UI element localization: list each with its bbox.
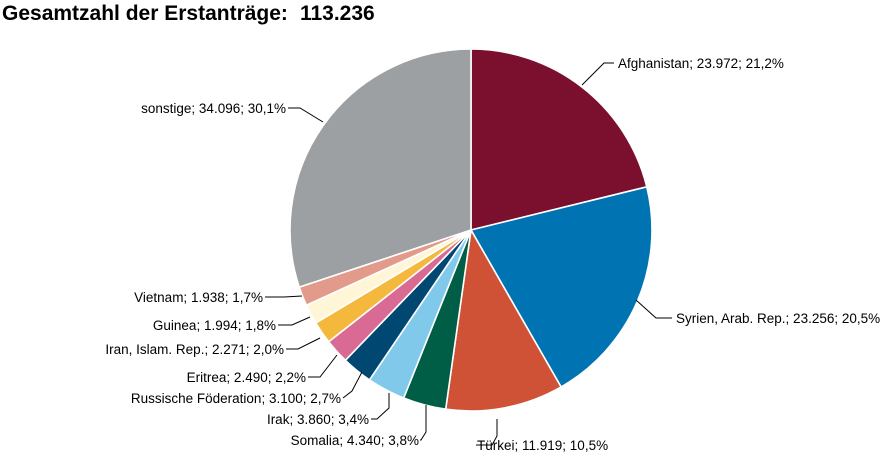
- slice-label-somalia: Somalia; 4.340; 3,8%: [291, 433, 419, 448]
- slice-label-eritrea: Eritrea; 2.490; 2,2%: [187, 370, 306, 385]
- pie-slice-afghanistan: [470, 48, 648, 231]
- leader-line-afghanistan: [581, 62, 614, 86]
- leader-line-russische-foderation: [342, 371, 363, 399]
- pie-slices: [289, 48, 653, 412]
- leader-line-sonstige: [288, 107, 324, 123]
- slice-label-afghanistan: Afghanistan; 23.972; 21,2%: [618, 56, 784, 71]
- slice-label-guinea: Guinea; 1.994; 1,8%: [153, 318, 276, 333]
- slice-label-sonstige: sonstige; 34.096; 30,1%: [141, 101, 286, 116]
- leader-line-syrien-arab-rep: [635, 299, 672, 319]
- leader-line-turkei: [476, 419, 498, 446]
- leader-line-iran-islam-rep: [286, 337, 321, 350]
- leader-lines: [265, 62, 672, 446]
- slice-labels: Afghanistan; 23.972; 21,2% Syrien, Arab. …: [105, 56, 880, 453]
- chart-title-text: Gesamtzahl der Erstanträge:: [2, 2, 288, 25]
- chart-title: Gesamtzahl der Erstanträge: 113.236: [2, 2, 375, 26]
- slice-label-russische-foderation: Russische Föderation; 3.100; 2,7%: [131, 391, 341, 406]
- pie-slice-turkei: [444, 229, 562, 412]
- leader-line-vietnam: [265, 295, 303, 298]
- slice-label-irak: Irak; 3.860; 3,4%: [267, 412, 369, 427]
- slice-label-vietnam: Vietnam; 1.938; 1,7%: [134, 290, 263, 305]
- leader-line-irak: [371, 393, 390, 420]
- slice-label-turkei: Türkei; 11.919; 10,5%: [477, 438, 608, 453]
- leader-line-somalia: [420, 405, 427, 441]
- slice-label-syrien-arab-rep: Syrien, Arab. Rep.; 23.256; 20,5%: [676, 311, 880, 326]
- leader-line-guinea: [278, 316, 311, 326]
- slice-label-iran-islam-rep: Iran, Islam. Rep.; 2.271; 2,0%: [105, 342, 284, 357]
- leader-line-eritrea: [308, 354, 338, 378]
- pie-slice-sonstige: [289, 48, 472, 288]
- chart-total: 113.236: [299, 2, 375, 25]
